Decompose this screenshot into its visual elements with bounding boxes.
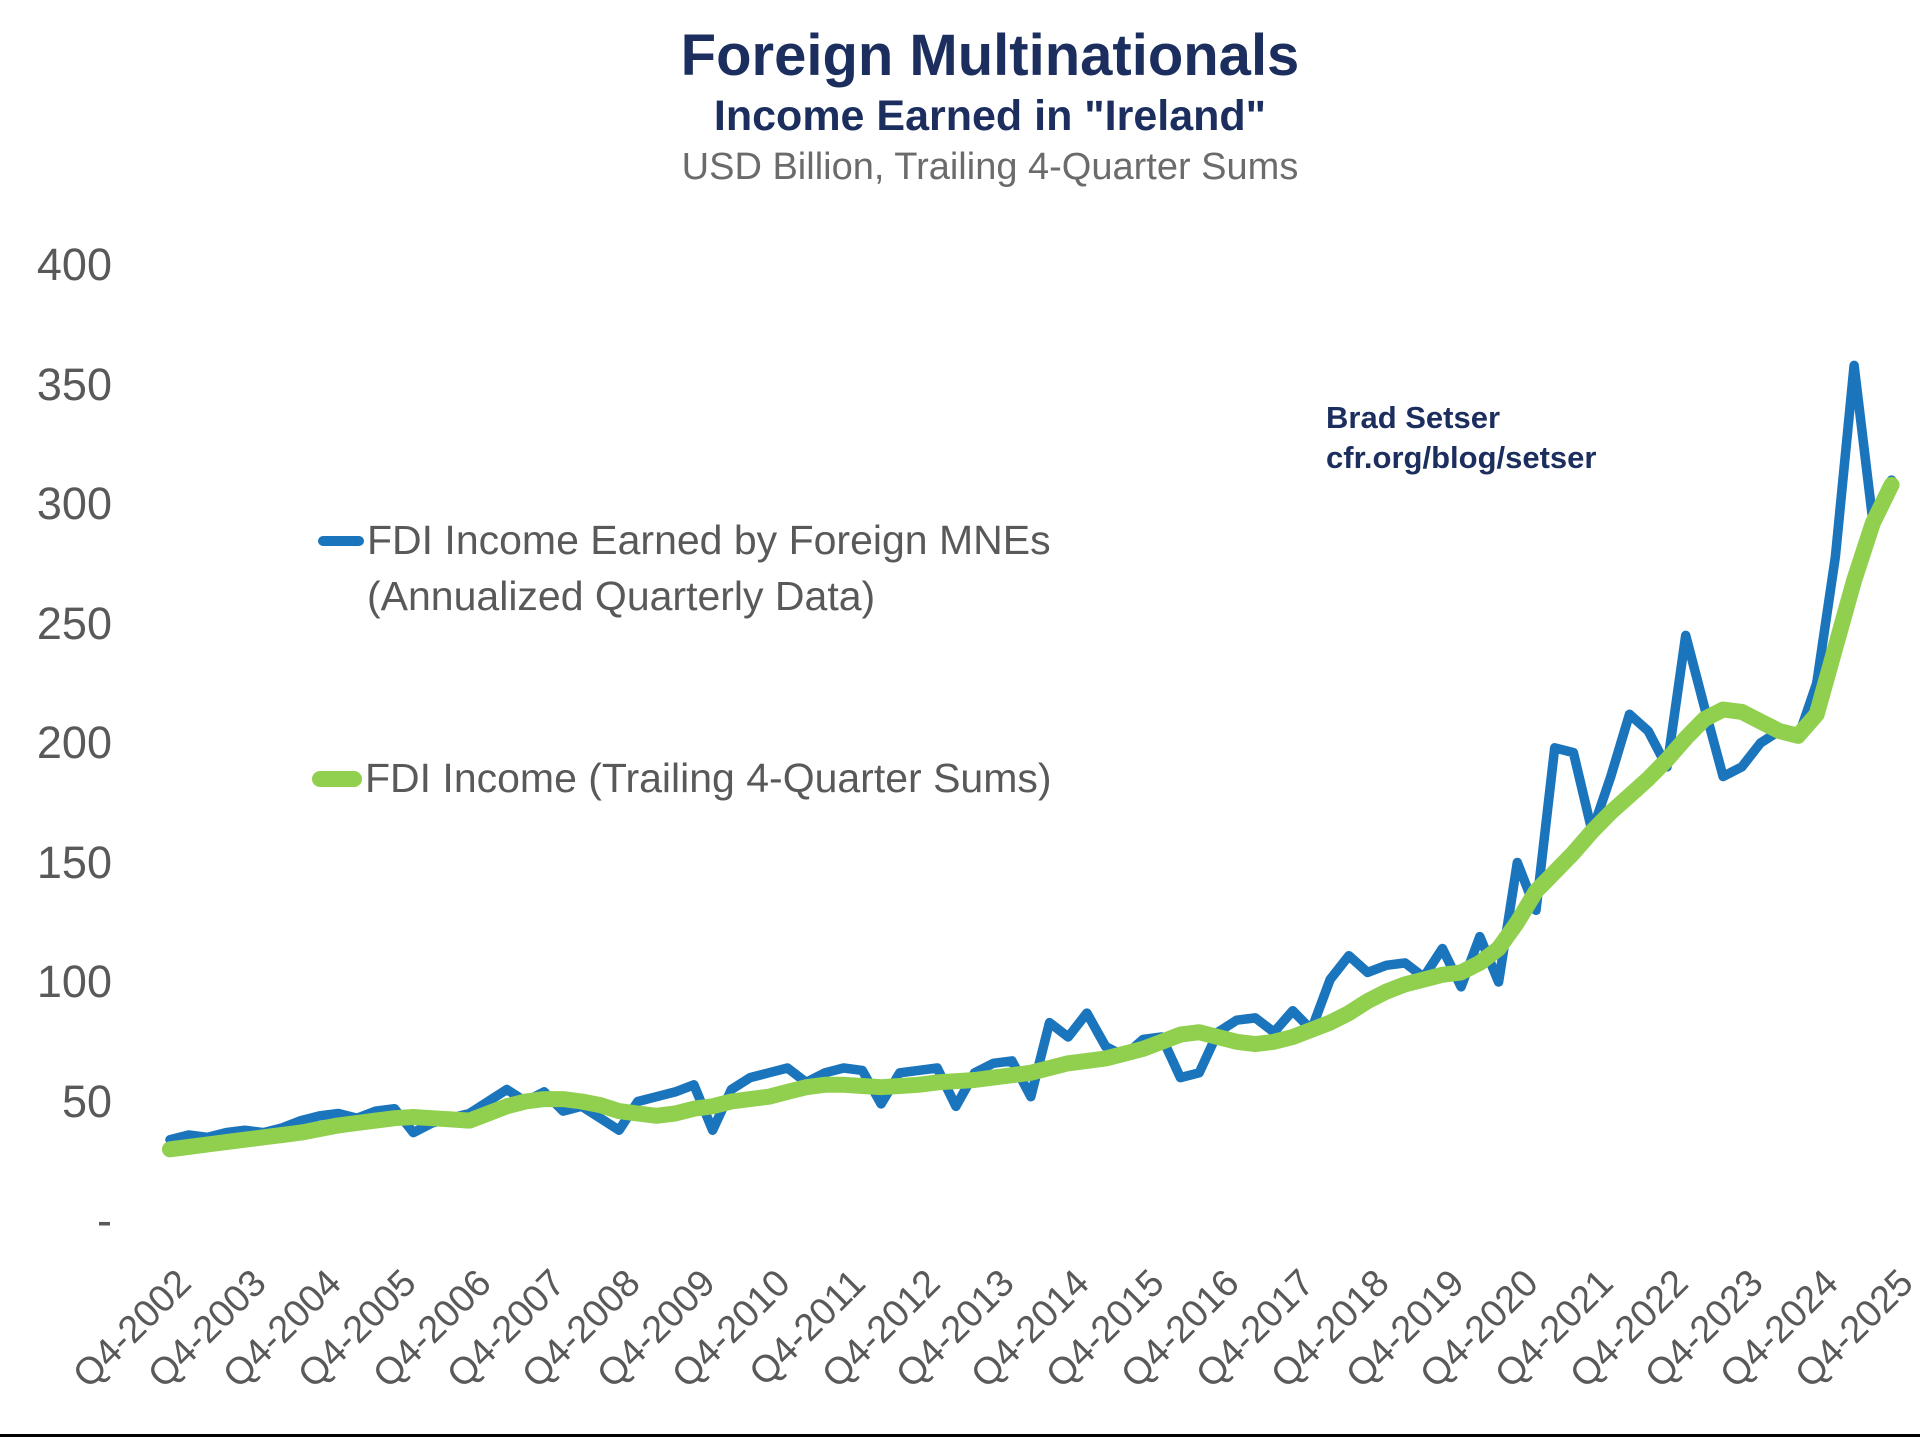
chart-header: Foreign Multinationals Income Earned in … <box>60 23 1920 189</box>
chart-title: Foreign Multinationals <box>680 23 1300 88</box>
y-tick-label: 50 <box>61 1075 112 1127</box>
annotation-source-url: cfr.org/blog/setser <box>1326 440 1597 475</box>
annotation-author: Brad Setser <box>1326 400 1501 435</box>
blue-line-swatch-icon <box>318 536 364 546</box>
legend-trailing-label: FDI Income (Trailing 4-Quarter Sums) <box>365 750 1052 806</box>
legend-quarterly-line1: FDI Income Earned by Foreign MNEs <box>367 517 1051 563</box>
legend-quarterly-line2: (Annualized Quarterly Data) <box>367 573 876 619</box>
y-tick-label: 350 <box>36 358 112 410</box>
legend-item-trailing: FDI Income (Trailing 4-Quarter Sums) <box>312 750 1052 806</box>
chart-units-note: USD Billion, Trailing 4-Quarter Sums <box>681 146 1299 188</box>
legend-trailing-line1: FDI Income (Trailing 4-Quarter Sums) <box>365 755 1052 801</box>
y-tick-label: - <box>97 1195 112 1246</box>
source-annotation: Brad Setser cfr.org/blog/setser <box>1326 398 1596 478</box>
y-tick-label: 150 <box>36 836 112 888</box>
chart-subtitle: Income Earned in "Ireland" <box>713 92 1267 140</box>
y-tick-label: 400 <box>36 239 112 290</box>
y-tick-label: 200 <box>36 717 112 768</box>
y-tick-label: 100 <box>36 956 112 1007</box>
y-tick-label: 250 <box>36 597 112 649</box>
legend-quarterly-label: FDI Income Earned by Foreign MNEs (Annua… <box>367 512 1051 624</box>
bottom-axis-line <box>0 1434 1920 1437</box>
green-line-swatch-icon <box>312 771 362 787</box>
legend-item-quarterly: FDI Income Earned by Foreign MNEs (Annua… <box>318 512 1051 624</box>
fdi-trailing-sum-line <box>162 476 1900 1158</box>
y-tick-label: 300 <box>36 478 112 529</box>
